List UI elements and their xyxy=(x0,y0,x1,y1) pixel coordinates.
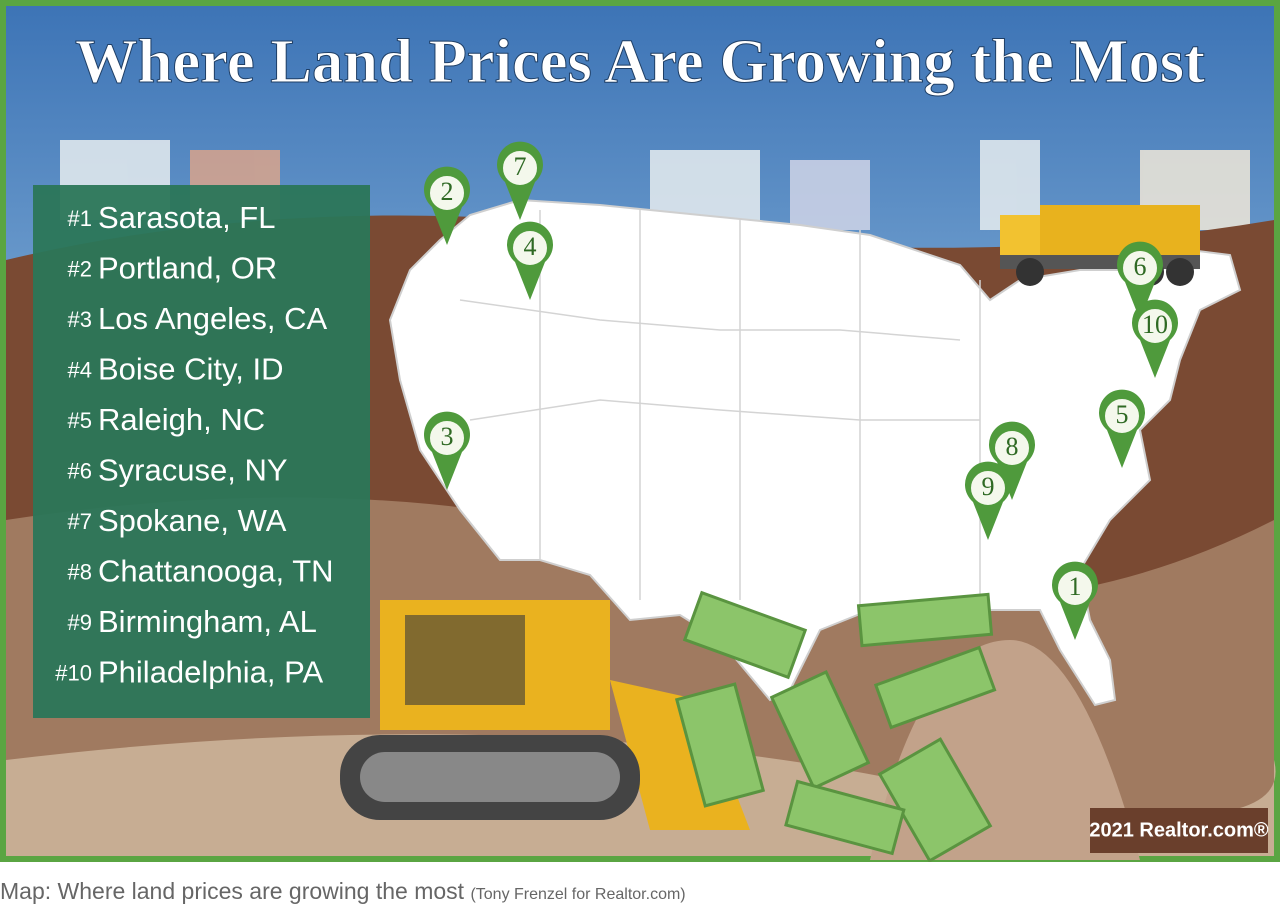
city: Boise City, ID xyxy=(98,352,283,387)
city: Philadelphia, PA xyxy=(98,655,324,690)
pin-face xyxy=(993,429,1031,467)
city: Chattanooga, TN xyxy=(98,554,334,589)
rank: #1 xyxy=(68,206,92,231)
badge: 2021 Realtor.com® xyxy=(1089,819,1269,841)
caption-text: Map: Where land prices are growing the m… xyxy=(0,878,465,904)
pin-face xyxy=(428,174,466,212)
rank: #3 xyxy=(68,307,92,332)
city: Los Angeles, CA xyxy=(98,301,328,336)
pin-face xyxy=(1121,249,1159,287)
city: Portland, OR xyxy=(98,251,277,286)
money xyxy=(674,590,997,862)
pin-face xyxy=(1103,397,1141,435)
pin-label: 8 xyxy=(1006,432,1019,461)
pin-label: 3 xyxy=(441,422,454,451)
pin-label: 6 xyxy=(1134,252,1147,281)
pin-label: 9 xyxy=(982,472,995,501)
pin-label: 10 xyxy=(1142,310,1168,339)
us-map xyxy=(388,198,1242,707)
pin-face xyxy=(969,469,1007,507)
city: Raleigh, NC xyxy=(98,402,265,437)
title: Where Land Prices Are Growing the Most xyxy=(75,28,1205,96)
city: Syracuse, NY xyxy=(98,453,288,488)
rank: #2 xyxy=(68,256,92,281)
pin-face xyxy=(428,419,466,457)
pin-label: 5 xyxy=(1116,400,1129,429)
rank: #9 xyxy=(68,610,92,635)
rank: #7 xyxy=(68,509,92,534)
caption: Map: Where land prices are growing the m… xyxy=(0,878,686,905)
city: Birmingham, AL xyxy=(98,604,317,639)
pin-face xyxy=(1056,569,1094,607)
rank: #6 xyxy=(68,458,92,483)
pin-label: 7 xyxy=(514,152,527,181)
pin-face xyxy=(501,149,539,187)
pin-label: 2 xyxy=(441,177,454,206)
map-markers: 1 2 3 4 5 6 7 89 10 xyxy=(424,141,1178,640)
ranking-list: #1 Sarasota, FL#2 Portland, OR#3 Los Angele… xyxy=(55,200,333,690)
rank: #10 xyxy=(55,660,92,685)
badge-bg xyxy=(1090,808,1268,853)
rank: #4 xyxy=(68,357,92,382)
infographic: Where Land Prices Are Growing the Most #… xyxy=(0,0,1280,862)
ranking-panel xyxy=(33,185,370,718)
city: Spokane, WA xyxy=(98,503,287,538)
caption-credit: (Tony Frenzel for Realtor.com) xyxy=(470,886,686,903)
pin-label: 1 xyxy=(1069,572,1082,601)
pin-label: 4 xyxy=(524,232,537,261)
rank: #5 xyxy=(68,408,92,433)
pin-face xyxy=(511,229,549,267)
rank: #8 xyxy=(68,559,92,584)
pin-face xyxy=(1136,307,1174,345)
city: Sarasota, FL xyxy=(98,200,275,235)
